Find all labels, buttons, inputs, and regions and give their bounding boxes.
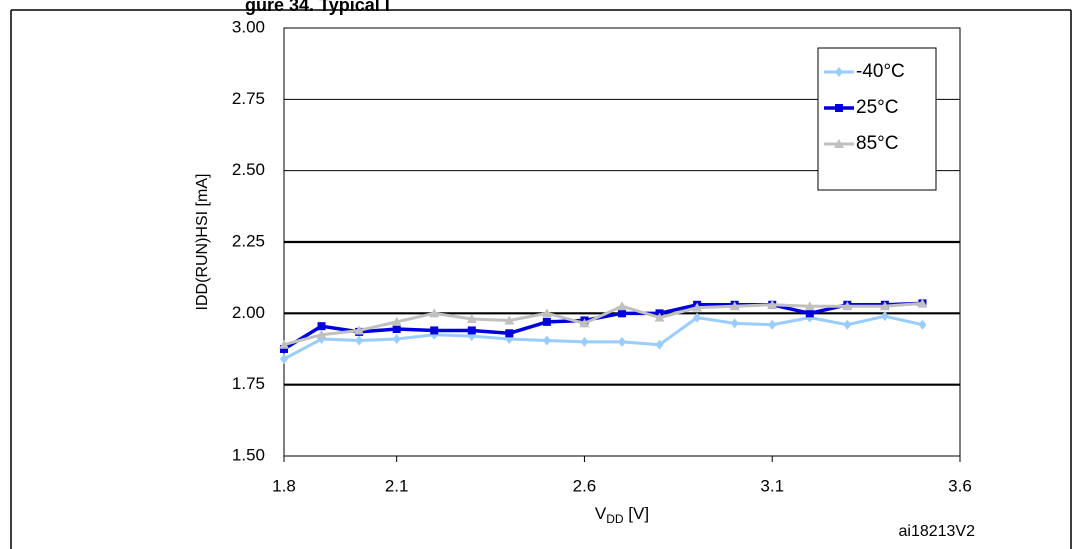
data-point [429,308,440,318]
y-tick-label: 2.50 [232,160,265,179]
legend-swatch-marker [835,67,843,77]
x-axis-title-unit: [V] [624,504,650,523]
data-point [392,334,401,345]
data-point [804,301,815,311]
data-point [693,312,702,323]
legend-item: 25°C [824,97,898,118]
legend-label: -40°C [856,61,905,82]
y-tick-label: 2.25 [232,231,265,250]
data-point [730,318,739,329]
data-point [391,316,402,326]
data-point [768,319,777,330]
data-point [879,301,890,311]
data-point [355,335,364,346]
series-line-1 [283,301,923,351]
data-point [392,325,401,334]
data-point [505,329,514,338]
y-tick-labels: 1.50 1.75 2.00 2.25 2.50 2.75 3.00 [232,17,265,464]
data-point [579,318,590,328]
series-line-0 [283,314,923,361]
data-point [654,312,665,322]
x-tick-label: 2.6 [573,476,597,495]
y-tick-label: 1.50 [232,445,265,464]
x-axis-title-main: V [595,504,607,523]
plot-border [283,27,961,457]
data-point [767,299,778,309]
series-0 [280,311,927,364]
data-point [617,301,627,311]
legend-swatch-marker [834,139,844,148]
y-tick-label: 3.00 [232,17,265,36]
legend-item: -40°C [824,61,905,82]
x-axis-title: VDD [V] [595,504,649,526]
legend-label: 85°C [856,133,898,154]
legend: -40°C 25°C 85°C [817,47,937,191]
x-tick-label: 1.8 [272,476,296,495]
data-point [918,319,927,330]
data-point [280,353,288,364]
data-point [917,298,928,308]
data-point [504,315,515,325]
data-point [729,301,740,311]
figure-caption-fragment: gure 34. Typical I [245,0,390,15]
data-point [655,339,664,350]
data-point [880,311,889,322]
legend-swatch-marker [835,104,843,112]
data-point [466,314,477,324]
data-point [843,319,852,330]
legend-label: 25°C [856,97,898,118]
data-point [842,301,853,311]
legend-item: 85°C [824,133,898,154]
x-tick-labels: 1.8 2.1 2.6 3.1 3.6 [272,456,972,495]
series-group [279,298,928,364]
plot-area: 1.50 1.75 2.00 2.25 2.50 2.75 3.00 1.8 2.1 2.6 3.… [232,17,972,495]
data-point [467,326,476,335]
data-point [805,309,814,318]
data-point [541,308,552,318]
data-point [542,335,551,346]
data-point [317,322,326,331]
y-axis-title: IDD(RUN)HSI [mA] [194,174,211,311]
data-point [354,325,365,335]
x-tick-label: 3.1 [760,476,784,495]
y-tick-label: 2.75 [232,89,265,108]
series-2 [279,298,928,349]
figure-code: ai18213V2 [898,523,975,540]
x-tick-label: 2.1 [385,476,409,495]
data-point [618,336,626,347]
data-point [279,339,289,349]
data-point [692,302,703,312]
data-point [280,345,288,353]
data-point [316,329,327,339]
data-point [580,336,589,347]
data-point [542,317,551,326]
data-point [430,326,439,335]
y-tick-label: 2.00 [232,303,265,322]
y-tick-label: 1.75 [232,374,265,393]
x-tick-label: 3.6 [948,476,972,495]
x-axis-title-subscript: DD [606,512,624,526]
series-line-2 [283,301,923,347]
data-point [618,309,626,318]
